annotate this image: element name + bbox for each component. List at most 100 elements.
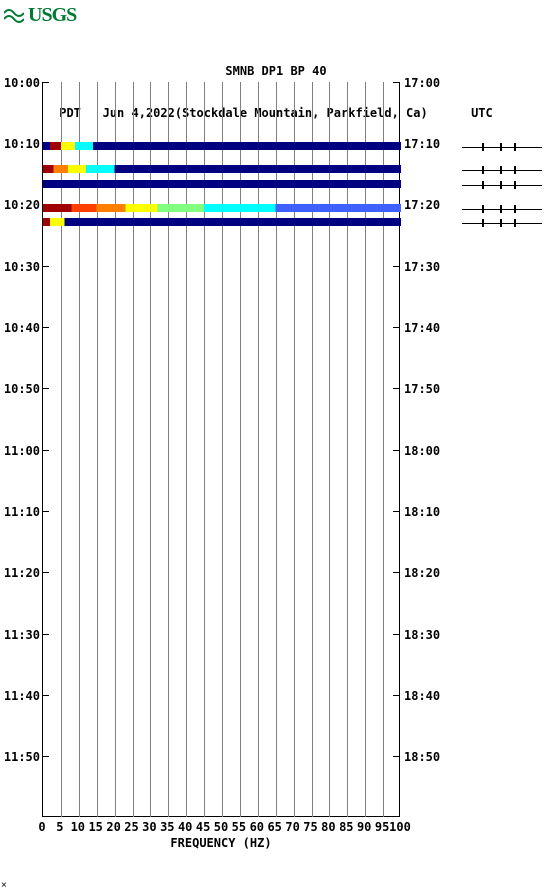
x-tick-label: 20 (106, 820, 120, 834)
y-left-tick-label: 11:10 (0, 505, 40, 519)
y-right-tick (393, 327, 399, 328)
y-left-tick (43, 756, 49, 757)
y-left-tick-label: 10:30 (0, 260, 40, 274)
y-right-tick (393, 266, 399, 267)
usgs-logo: USGS (4, 4, 76, 27)
y-left-tick (43, 450, 49, 451)
waveform-trace (462, 216, 542, 230)
spectrogram-band (43, 180, 401, 188)
x-tick-label: 30 (142, 820, 156, 834)
y-left-tick (43, 572, 49, 573)
waveform-trace (462, 178, 542, 192)
x-tick-label: 95 (375, 820, 389, 834)
waveform-trace (462, 140, 542, 154)
spectrogram-band (43, 165, 401, 173)
corner-marker: × (1, 880, 7, 891)
y-right-tick-label: 17:50 (404, 382, 440, 396)
y-right-tick-label: 18:30 (404, 628, 440, 642)
gridline-v (312, 82, 313, 817)
gridline-v (383, 82, 384, 817)
x-tick-label: 15 (88, 820, 102, 834)
gridline-v (186, 82, 187, 817)
waveform-trace (462, 202, 542, 216)
gridline-v (115, 82, 116, 817)
y-right-tick-label: 18:40 (404, 689, 440, 703)
x-tick-label: 35 (160, 820, 174, 834)
y-right-tick-label: 17:20 (404, 198, 440, 212)
y-right-tick-label: 17:30 (404, 260, 440, 274)
y-left-tick-label: 10:20 (0, 198, 40, 212)
gridline-v (258, 82, 259, 817)
y-right-tick (393, 450, 399, 451)
spectrogram-band (43, 204, 401, 212)
gridline-v (276, 82, 277, 817)
y-left-tick-label: 11:20 (0, 566, 40, 580)
x-tick-label: 90 (357, 820, 371, 834)
x-tick-label: 70 (285, 820, 299, 834)
gridline-v (97, 82, 98, 817)
y-right-tick-label: 18:20 (404, 566, 440, 580)
y-left-tick-label: 10:00 (0, 76, 40, 90)
y-right-tick (393, 634, 399, 635)
gridline-v (61, 82, 62, 817)
x-tick-label: 80 (321, 820, 335, 834)
y-left-tick (43, 327, 49, 328)
y-left-tick-label: 10:40 (0, 321, 40, 335)
y-left-tick (43, 634, 49, 635)
x-tick-label: 65 (267, 820, 281, 834)
y-left-tick-label: 11:30 (0, 628, 40, 642)
waveform-trace (462, 163, 542, 177)
x-tick-label: 100 (389, 820, 411, 834)
x-tick-label: 50 (214, 820, 228, 834)
gridline-v (294, 82, 295, 817)
title-line1: SMNB DP1 BP 40 (0, 64, 552, 78)
y-right-tick-label: 17:10 (404, 137, 440, 151)
gridline-v (168, 82, 169, 817)
y-right-tick (393, 388, 399, 389)
y-right-tick-label: 17:00 (404, 76, 440, 90)
gridline-v (365, 82, 366, 817)
y-left-tick (43, 82, 49, 83)
x-tick-label: 85 (339, 820, 353, 834)
y-left-tick (43, 511, 49, 512)
logo-text: USGS (28, 4, 76, 27)
y-left-tick (43, 388, 49, 389)
y-right-tick (393, 511, 399, 512)
plot-area (42, 82, 400, 817)
y-left-tick-label: 11:00 (0, 444, 40, 458)
y-left-tick-label: 10:10 (0, 137, 40, 151)
x-tick-label: 25 (124, 820, 138, 834)
y-right-tick (393, 756, 399, 757)
gridline-v (204, 82, 205, 817)
y-right-tick-label: 18:00 (404, 444, 440, 458)
gridline-v (329, 82, 330, 817)
gridline-v (347, 82, 348, 817)
x-tick-label: 45 (196, 820, 210, 834)
gridline-v (240, 82, 241, 817)
y-right-tick (393, 572, 399, 573)
x-tick-label: 0 (38, 820, 45, 834)
x-tick-label: 55 (232, 820, 246, 834)
y-right-tick-label: 18:10 (404, 505, 440, 519)
y-right-tick-label: 18:50 (404, 750, 440, 764)
y-left-tick (43, 266, 49, 267)
x-tick-label: 60 (250, 820, 264, 834)
spectrogram-band (43, 142, 401, 150)
x-tick-label: 40 (178, 820, 192, 834)
spectrogram-chart: FREQUENCY (HZ) 0510152025303540455055606… (42, 82, 400, 837)
x-tick-label: 75 (303, 820, 317, 834)
gridline-v (150, 82, 151, 817)
x-tick-label: 10 (71, 820, 85, 834)
y-left-tick (43, 695, 49, 696)
y-left-tick-label: 11:40 (0, 689, 40, 703)
spectrogram-band (43, 218, 401, 226)
gridline-v (133, 82, 134, 817)
y-left-tick-label: 11:50 (0, 750, 40, 764)
x-tick-label: 5 (56, 820, 63, 834)
y-right-tick (393, 695, 399, 696)
y-right-tick-label: 17:40 (404, 321, 440, 335)
y-left-tick-label: 10:50 (0, 382, 40, 396)
gridline-v (222, 82, 223, 817)
gridline-v (79, 82, 80, 817)
x-axis-label: FREQUENCY (HZ) (42, 836, 400, 850)
